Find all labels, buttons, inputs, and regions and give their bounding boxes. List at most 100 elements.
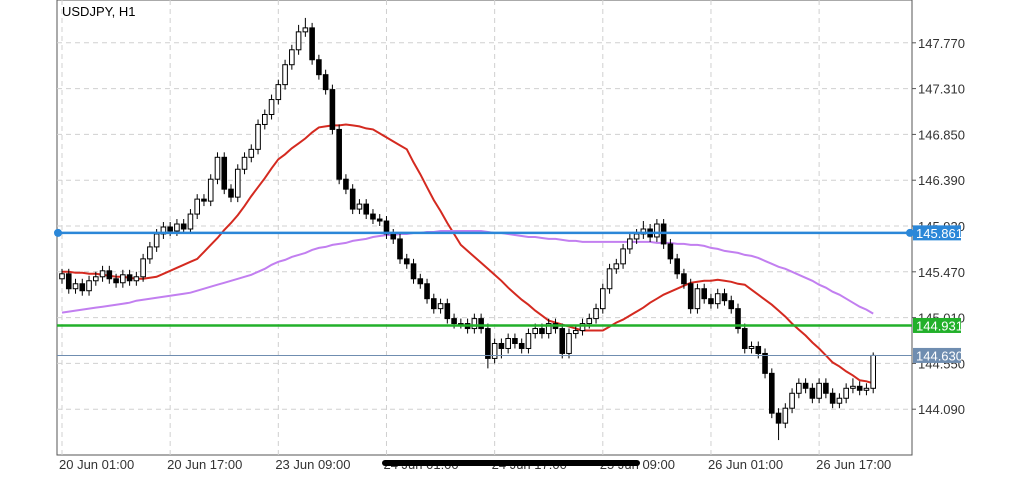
x-tick-label: 20 Jun 17:00 xyxy=(167,457,242,472)
candle-body xyxy=(471,318,478,330)
candle-body xyxy=(120,274,126,284)
x-tick-label: 26 Jun 17:00 xyxy=(816,457,891,472)
candle-body xyxy=(174,223,180,232)
candle-body xyxy=(397,238,403,260)
candle-body xyxy=(99,270,106,278)
candle-body xyxy=(654,223,660,238)
candle-body xyxy=(775,412,782,424)
candle-body xyxy=(579,323,586,332)
x-tick-label: 26 Jun 01:00 xyxy=(708,457,783,472)
candle-body xyxy=(282,64,288,86)
candle-body xyxy=(221,156,228,190)
candle-body xyxy=(329,89,336,130)
candle-body xyxy=(559,328,566,354)
candle-body xyxy=(843,387,849,399)
candle-body xyxy=(498,342,505,349)
price-level-box xyxy=(913,225,961,241)
candle-body xyxy=(187,213,194,230)
candle-body xyxy=(133,276,140,282)
candle-body xyxy=(485,328,491,359)
candle-body xyxy=(850,385,856,389)
candle-body xyxy=(478,318,484,330)
candle-body xyxy=(735,308,741,330)
candle-body xyxy=(153,233,160,248)
candle-body xyxy=(816,382,822,399)
candle-body xyxy=(444,303,451,320)
candle-body xyxy=(505,338,511,349)
price-level-box xyxy=(913,317,961,333)
candle-body xyxy=(782,407,789,424)
candle-body xyxy=(417,278,424,285)
candle-body xyxy=(512,338,518,344)
x-tick-label: 23 Jun 09:00 xyxy=(275,457,350,472)
moving-average-line xyxy=(62,123,874,385)
candle-body xyxy=(701,288,708,300)
candle-body xyxy=(356,203,363,210)
candle-body xyxy=(180,223,187,230)
candle-body xyxy=(748,345,755,349)
candle-body xyxy=(248,148,255,158)
candle-body xyxy=(681,273,687,285)
candle-body xyxy=(363,203,369,215)
candle-body xyxy=(431,298,437,310)
candle-body xyxy=(789,392,795,409)
candle-body xyxy=(755,345,762,354)
candle-body xyxy=(126,274,133,282)
candle-body xyxy=(633,233,640,240)
chart-title: USDJPY, H1 xyxy=(62,4,135,19)
y-tick-label: 146.390 xyxy=(918,173,965,188)
candle-body xyxy=(241,156,248,170)
candle-body xyxy=(370,213,376,220)
y-tick-label: 146.850 xyxy=(918,127,965,142)
candle-body xyxy=(829,392,836,404)
candle-body xyxy=(572,330,579,335)
candle-body xyxy=(721,293,728,302)
candle-body xyxy=(336,128,342,180)
candle-body xyxy=(728,300,735,310)
candle-body xyxy=(275,84,282,101)
candle-body xyxy=(532,328,539,335)
candle-body xyxy=(714,293,721,305)
candle-body xyxy=(262,113,268,125)
candle-body xyxy=(437,303,444,310)
candle-body xyxy=(255,123,261,150)
candle-body xyxy=(741,328,748,349)
candle-body xyxy=(424,283,430,300)
candle-body xyxy=(86,280,92,292)
candle-body xyxy=(586,318,593,325)
candle-body xyxy=(525,333,532,349)
candle-body xyxy=(600,288,606,310)
candle-body xyxy=(289,49,295,66)
candle-body xyxy=(708,298,714,305)
candle-body xyxy=(802,382,809,389)
level-handle xyxy=(906,228,914,237)
price-level-box xyxy=(913,347,961,363)
candle-body xyxy=(606,268,613,290)
candle-body xyxy=(343,178,349,190)
price-level-label: 144.931 xyxy=(916,318,963,333)
candle-body xyxy=(674,258,680,275)
candle-body xyxy=(322,74,329,91)
candle-body xyxy=(593,308,599,320)
candle-body xyxy=(823,382,829,394)
candle-body xyxy=(228,188,234,198)
candle-body xyxy=(613,263,620,270)
candle-body xyxy=(809,387,816,399)
candle-body xyxy=(201,198,207,202)
candle-body xyxy=(870,354,877,389)
candle-body xyxy=(627,238,633,250)
level-handle xyxy=(54,228,62,237)
candle-body xyxy=(79,283,86,292)
x-tick-label: 20 Jun 01:00 xyxy=(59,457,134,472)
y-tick-label: 145.470 xyxy=(918,265,965,280)
candle-body xyxy=(390,233,397,240)
candle-body xyxy=(316,59,322,76)
candle-body xyxy=(214,156,221,180)
candle-body xyxy=(491,342,498,359)
candle-body xyxy=(93,276,99,282)
y-tick-label: 147.310 xyxy=(918,82,965,97)
candle-body xyxy=(194,198,200,215)
candle-body xyxy=(403,258,410,265)
candle-body xyxy=(769,372,775,414)
